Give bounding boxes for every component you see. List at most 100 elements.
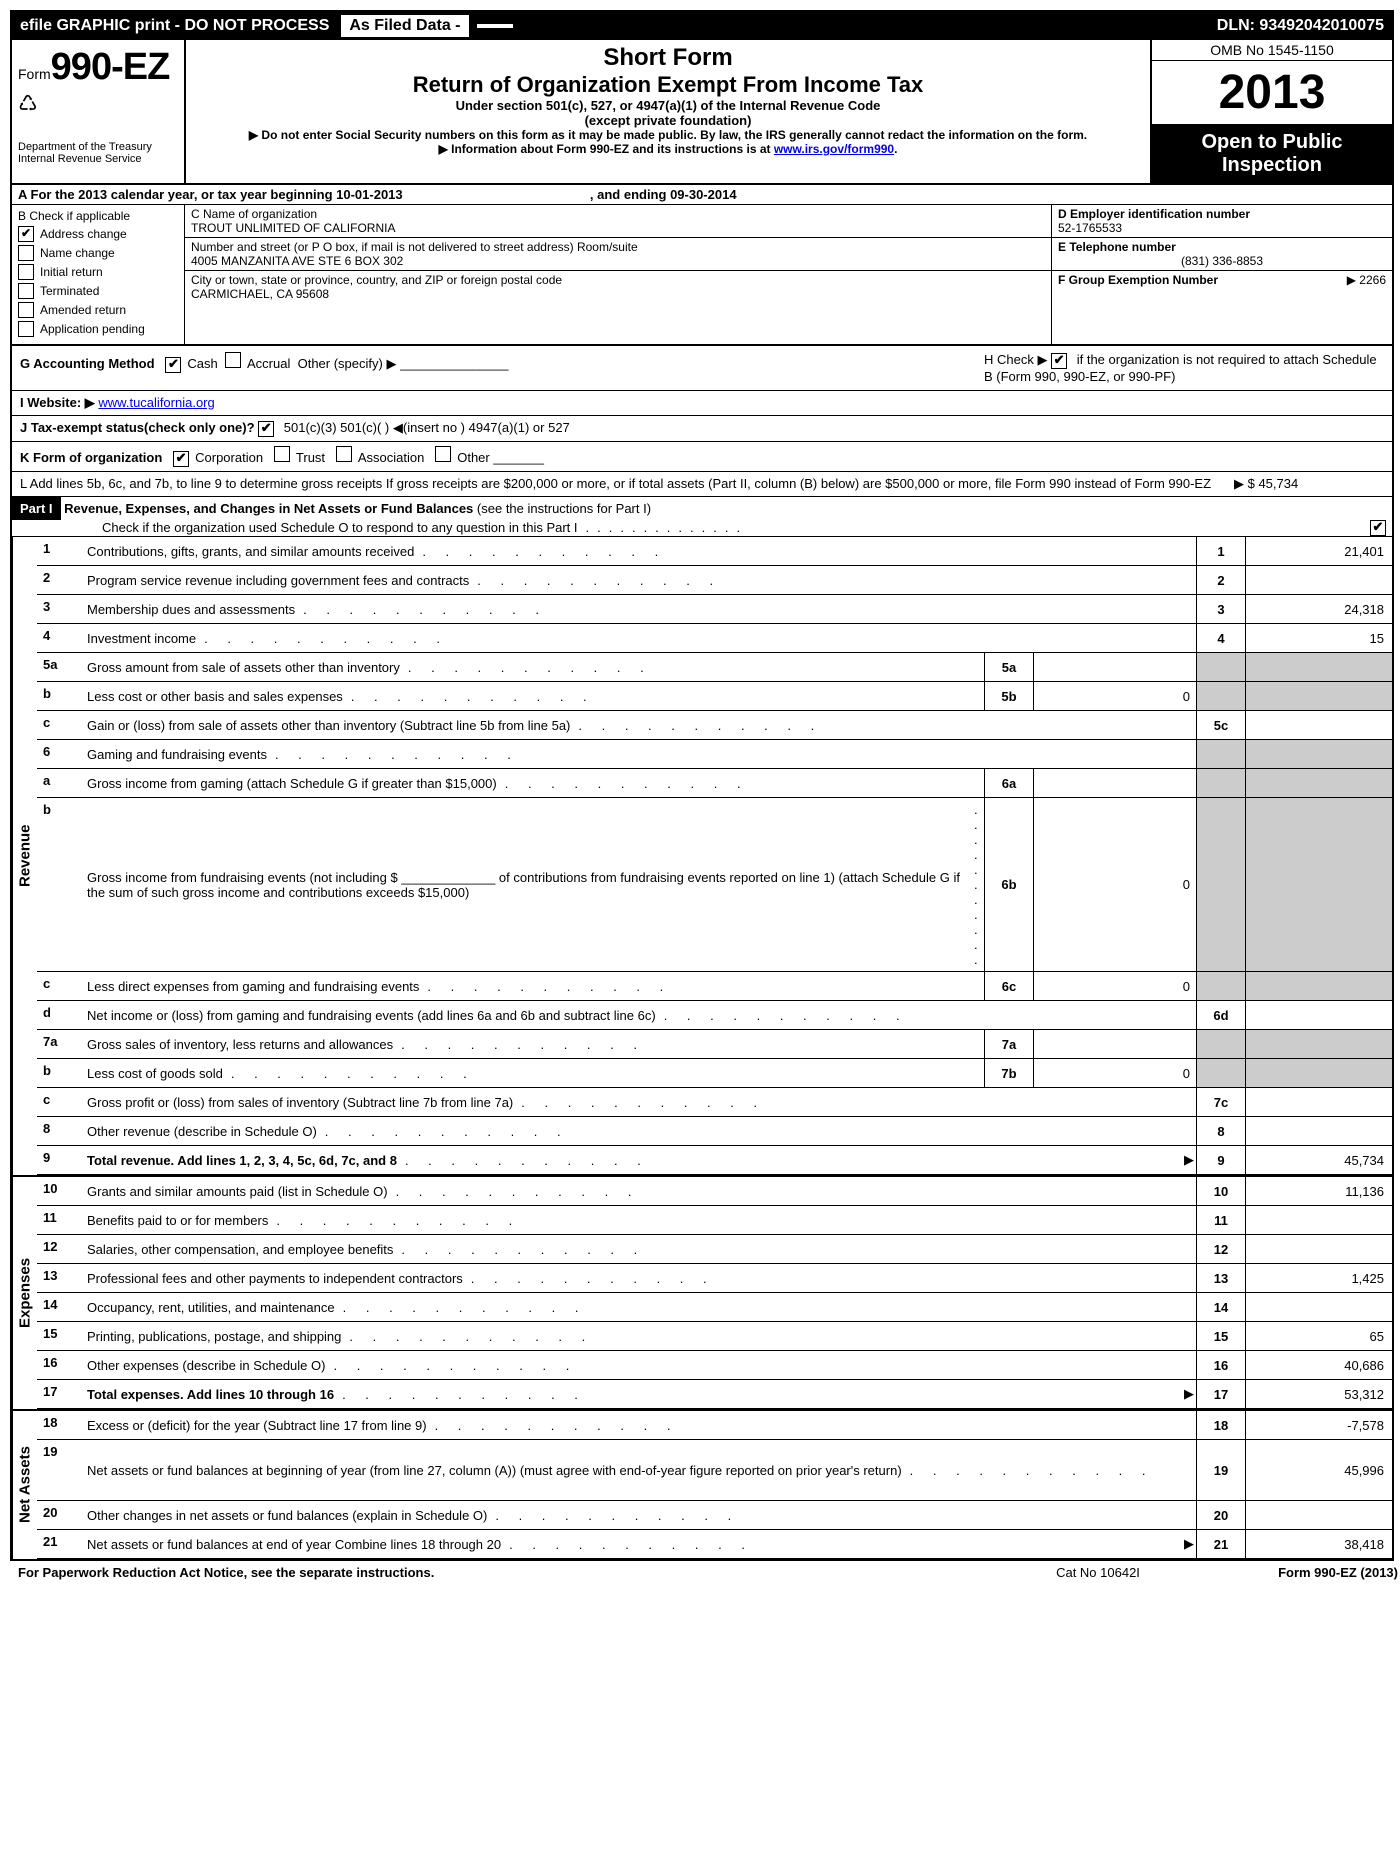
header-center: Short Form Return of Organization Exempt… — [186, 40, 1150, 183]
end-line-val: 24,318 — [1246, 595, 1392, 623]
line-row: cLess direct expenses from gaming and fu… — [37, 972, 1392, 1001]
line-row: 11Benefits paid to or for members. . . .… — [37, 1206, 1392, 1235]
line-number: c — [37, 1088, 85, 1116]
end-line-val: 1,425 — [1246, 1264, 1392, 1292]
line-desc: Benefits paid to or for members. . . . .… — [85, 1206, 1196, 1234]
line-row: 13Professional fees and other payments t… — [37, 1264, 1392, 1293]
end-line-num: 5c — [1196, 711, 1246, 739]
end-line-num: 19 — [1196, 1440, 1246, 1500]
line-number: 9 — [37, 1146, 85, 1174]
h-check-label: H Check ▶ — [984, 352, 1047, 367]
row-a-pre: A For the 2013 calendar year, or tax yea… — [18, 187, 336, 202]
revenue-section: Revenue 1Contributions, gifts, grants, a… — [12, 537, 1392, 1175]
checkbox[interactable] — [18, 283, 34, 299]
end-line-val — [1246, 711, 1392, 739]
checkbox-label: Initial return — [40, 265, 103, 279]
end-line-val: 45,996 — [1246, 1440, 1392, 1500]
accrual-label: Accrual — [247, 356, 290, 371]
line-row: 20Other changes in net assets or fund ba… — [37, 1501, 1392, 1530]
line-row: 2Program service revenue including gover… — [37, 566, 1392, 595]
line-l-amount: ▶ $ 45,734 — [1234, 476, 1384, 492]
line-number: 12 — [37, 1235, 85, 1263]
checkbox-label: Terminated — [40, 284, 99, 298]
other-org-checkbox[interactable] — [435, 446, 451, 462]
end-shaded — [1196, 798, 1246, 971]
line-number: 3 — [37, 595, 85, 623]
end-shaded-val — [1246, 653, 1392, 681]
checkbox[interactable] — [18, 245, 34, 261]
revenue-lines: 1Contributions, gifts, grants, and simil… — [37, 537, 1392, 1175]
checkbox[interactable]: ✔ — [18, 226, 34, 242]
line-number: 14 — [37, 1293, 85, 1321]
mid-line-val — [1034, 1030, 1196, 1058]
website-link[interactable]: www.tucalifornia.org — [98, 395, 214, 410]
line-row: 21Net assets or fund balances at end of … — [37, 1530, 1392, 1559]
line-desc: Net assets or fund balances at beginning… — [85, 1440, 1196, 1500]
dots: . . . . . . . . . . . — [400, 660, 982, 675]
line-desc: Less cost of goods sold. . . . . . . . .… — [85, 1059, 984, 1087]
line-desc: Gain or (loss) from sale of assets other… — [85, 711, 1196, 739]
end-shaded-val — [1246, 972, 1392, 1000]
end-shaded-val — [1246, 740, 1392, 768]
checkbox[interactable] — [18, 302, 34, 318]
irs-link[interactable]: www.irs.gov/form990 — [774, 142, 894, 156]
end-line-num: 3 — [1196, 595, 1246, 623]
accrual-checkbox[interactable] — [225, 352, 241, 368]
line-k-org-form: K Form of organization ✔Corporation Trus… — [12, 442, 1392, 472]
line-desc: Gross sales of inventory, less returns a… — [85, 1030, 984, 1058]
col-def: D Employer identification number 52-1765… — [1051, 205, 1392, 344]
dots: . . . . . . . . . . . — [513, 1095, 1194, 1110]
assoc-checkbox[interactable] — [336, 446, 352, 462]
end-line-num: 21 — [1196, 1530, 1246, 1558]
cash-checkbox[interactable]: ✔ — [165, 357, 181, 373]
end-line-val: 65 — [1246, 1322, 1392, 1350]
line-desc: Contributions, gifts, grants, and simila… — [85, 537, 1196, 565]
corp-checkbox[interactable]: ✔ — [173, 451, 189, 467]
end-line-val — [1246, 1235, 1392, 1263]
line-desc: Investment income. . . . . . . . . . . — [85, 624, 1196, 652]
mid-line-num: 7b — [984, 1059, 1034, 1087]
header-left: Form990-EZ ♺ Department of the Treasury … — [12, 40, 186, 183]
mid-line-val — [1034, 653, 1196, 681]
header-row: Form990-EZ ♺ Department of the Treasury … — [12, 40, 1392, 185]
cell-phone: E Telephone number (831) 336-8853 — [1052, 238, 1392, 271]
line-row: 6Gaming and fundraising events. . . . . … — [37, 740, 1392, 769]
line-row: 14Occupancy, rent, utilities, and mainte… — [37, 1293, 1392, 1322]
dots: . . . . . . . . . . . — [570, 718, 1194, 733]
line-number: 2 — [37, 566, 85, 594]
open-line1: Open to Public — [1152, 131, 1392, 154]
top-bar: efile GRAPHIC print - DO NOT PROCESS As … — [12, 12, 1392, 40]
501c3-checkbox[interactable]: ✔ — [258, 421, 274, 437]
line-number: 13 — [37, 1264, 85, 1292]
line-number: 7a — [37, 1030, 85, 1058]
end-line-num: 13 — [1196, 1264, 1246, 1292]
org-name-label: C Name of organization — [191, 207, 1045, 221]
arrow-icon: ▶ — [1184, 1536, 1194, 1552]
ein-value: 52-1765533 — [1058, 221, 1386, 235]
checkbox[interactable] — [18, 264, 34, 280]
city-value: CARMICHAEL, CA 95608 — [191, 287, 1045, 301]
line-desc: Gross income from fundraising events (no… — [85, 798, 984, 971]
dots: . . . . . . . . . . . — [335, 1300, 1194, 1315]
mid-line-num: 7a — [984, 1030, 1034, 1058]
tax-year: 2013 — [1152, 61, 1392, 125]
trust-checkbox[interactable] — [274, 446, 290, 462]
line-number: 20 — [37, 1501, 85, 1529]
schedule-o-checkbox[interactable]: ✔ — [1370, 520, 1386, 536]
line-number: 4 — [37, 624, 85, 652]
end-line-val — [1246, 1117, 1392, 1145]
dots: . . . . . . . . . . . — [388, 1184, 1194, 1199]
line-number: 6 — [37, 740, 85, 768]
end-line-val: 38,418 — [1246, 1530, 1392, 1558]
checkbox[interactable] — [18, 321, 34, 337]
line-desc: Other expenses (describe in Schedule O).… — [85, 1351, 1196, 1379]
line-row: 7aGross sales of inventory, less returns… — [37, 1030, 1392, 1059]
end-shaded-val — [1246, 1030, 1392, 1058]
org-name-value: TROUT UNLIMITED OF CALIFORNIA — [191, 221, 1045, 235]
line-number: 19 — [37, 1440, 85, 1500]
schedule-b-checkbox[interactable]: ✔ — [1051, 353, 1067, 369]
footer-paperwork: For Paperwork Reduction Act Notice, see … — [18, 1565, 998, 1580]
end-line-val: 11,136 — [1246, 1177, 1392, 1205]
dots: . . . . . . . . . . . — [902, 1463, 1194, 1478]
checkbox-label: Name change — [40, 246, 115, 260]
